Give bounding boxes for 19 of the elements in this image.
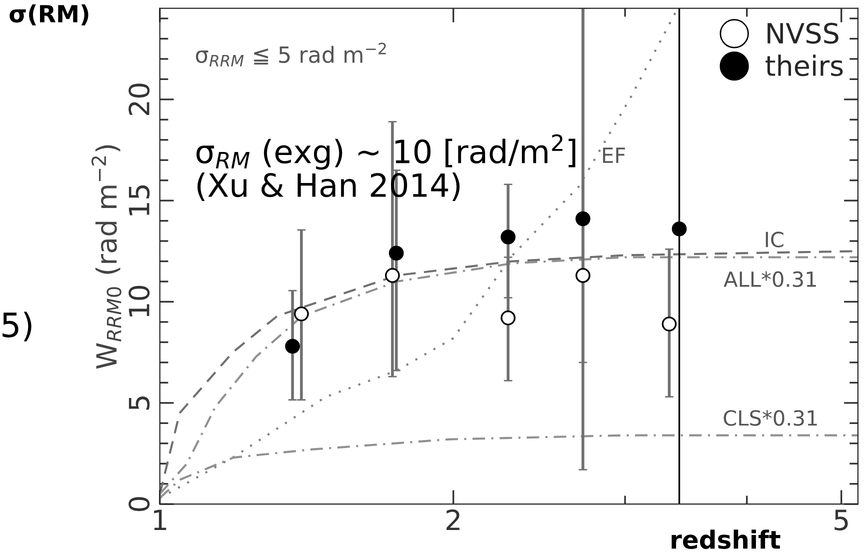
y-tick-label: 5 <box>128 396 150 410</box>
x-tick-label: 1 <box>154 510 166 530</box>
y-tick-label: 10 <box>128 286 150 316</box>
x-tick-label: 2 <box>446 509 460 530</box>
legend-label: NVSS <box>768 22 838 44</box>
annotation: σ$_{RRM}$ ≦ 5 rad m$^{−2}$ <box>196 42 386 66</box>
text: σ(RM) <box>10 4 88 26</box>
annotation: CLS*0.31 <box>724 410 817 426</box>
annotation: IC <box>766 232 784 248</box>
y-tick-label: 20 <box>128 84 150 116</box>
text: redshift <box>672 530 780 549</box>
y-axis-title: W$_{RRM0}$ (rad m$^{−2}$) <box>91 145 122 369</box>
x-tick-label: 5 <box>834 510 848 530</box>
y-tick-label: 15 <box>128 185 150 216</box>
annotation: EF <box>603 148 625 163</box>
text: 5) <box>2 312 32 342</box>
y-tick-label: 0 <box>128 497 150 512</box>
annotation: ALL*0.31 <box>724 271 816 288</box>
legend-label: theirs <box>766 54 843 76</box>
